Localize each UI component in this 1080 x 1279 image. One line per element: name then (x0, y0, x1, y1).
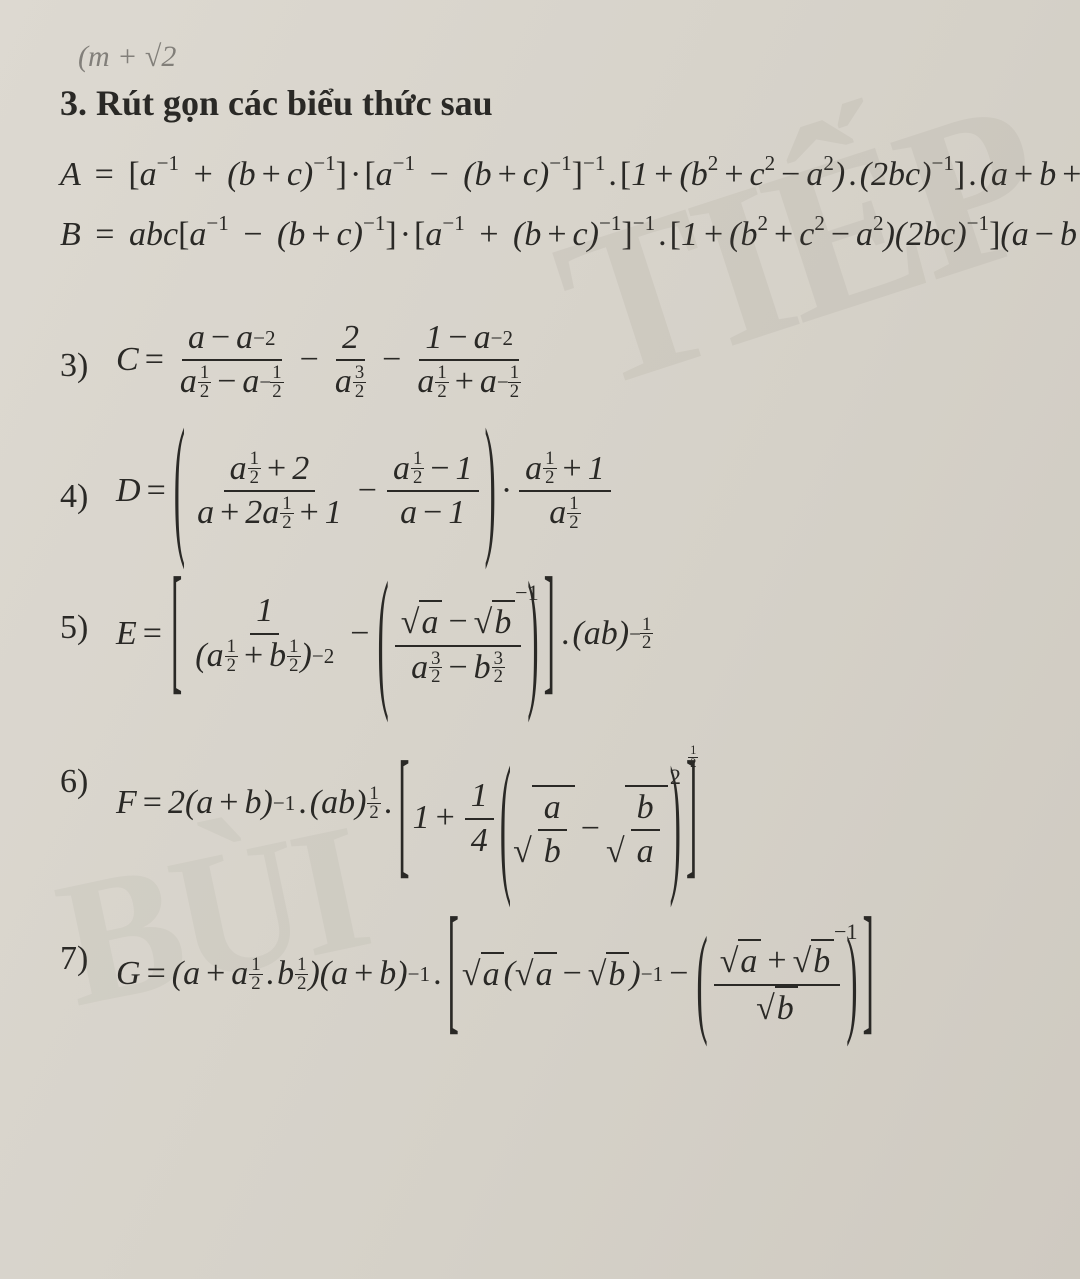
item-5: 5) E = [ 1 (a12 + b12)−2 − −1 ( √a − √b … (60, 579, 1050, 690)
item-7-number: 7) (60, 918, 116, 978)
item-6-number: 6) (60, 733, 116, 801)
page: TIẾP BÙI (m + √2 3. Rút gọn các biểu thứ… (0, 0, 1080, 1279)
item-3-number: 3) (60, 317, 116, 385)
item-6: 6) F = 2(a+b)−1.(ab)12. 12 [ 1 + 14 2 ( … (60, 733, 1050, 874)
expression-B: B = abc[a−1 − (b+c)−1]·[a−1 + (b+c)−1]−1… (60, 210, 1050, 256)
expression-C: C = a − a−2 a12 − a−12 − 2 a32 − 1 − a−2… (116, 317, 531, 404)
item-4-number: 4) (60, 448, 116, 516)
item-3: 3) C = a − a−2 a12 − a−12 − 2 a32 − 1 − … (60, 317, 1050, 404)
problem-number: 3. (60, 83, 87, 123)
problem-title-text: Rút gọn các biểu thức sau (96, 83, 493, 123)
item-5-number: 5) (60, 579, 116, 647)
cutoff-fragment: (m + √2 (78, 40, 1050, 74)
problem-title: 3. Rút gọn các biểu thức sau (60, 82, 1050, 124)
expression-G: G = (a + a12.b12)(a+b)−1. [ √a(√a − √b)−… (116, 918, 877, 1031)
expression-D: D = ( a12 + 2 a + 2a12 + 1 − a12 − 1 a −… (116, 448, 615, 535)
expression-F: F = 2(a+b)−1.(ab)12. 12 [ 1 + 14 2 ( √ab… (116, 733, 700, 874)
item-4: 4) D = ( a12 + 2 a + 2a12 + 1 − a12 − 1 … (60, 448, 1050, 535)
item-7: 7) G = (a + a12.b12)(a+b)−1. [ √a(√a − √… (60, 918, 1050, 1031)
expression-E: E = [ 1 (a12 + b12)−2 − −1 ( √a − √b a32… (116, 579, 653, 690)
expression-A: A = [a−1 + (b+c)−1]·[a−1 − (b+c)−1]−1.[1… (60, 150, 1050, 196)
